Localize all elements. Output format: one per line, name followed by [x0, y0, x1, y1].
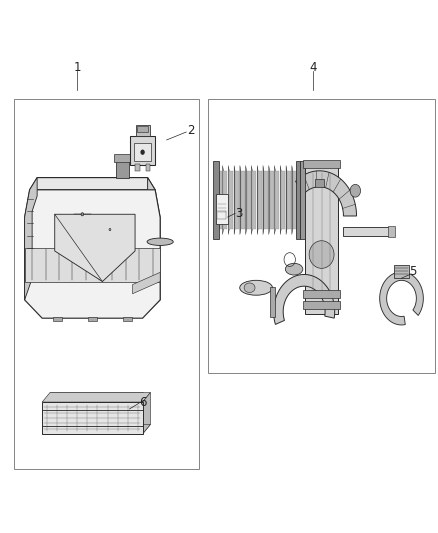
Bar [146, 165, 150, 171]
Polygon shape [287, 171, 291, 229]
Polygon shape [286, 165, 287, 235]
Bar [50, 392, 143, 424]
Bar [53, 317, 62, 321]
Polygon shape [25, 177, 37, 300]
Polygon shape [229, 171, 233, 229]
Polygon shape [270, 171, 274, 229]
Bar [305, 163, 338, 314]
Bar [114, 154, 131, 161]
Polygon shape [228, 165, 229, 235]
Text: 3: 3 [235, 207, 242, 220]
Polygon shape [240, 165, 241, 235]
Bar [296, 161, 300, 239]
Bar [42, 402, 143, 434]
Bar [138, 126, 148, 132]
Polygon shape [269, 165, 270, 235]
Bar [270, 287, 276, 317]
Polygon shape [257, 165, 258, 235]
Bar [88, 317, 97, 321]
Polygon shape [30, 177, 155, 190]
Bar [135, 165, 140, 171]
Bar [123, 317, 132, 321]
Polygon shape [246, 165, 247, 235]
Polygon shape [293, 171, 297, 229]
Polygon shape [218, 171, 222, 229]
Bar [215, 194, 228, 224]
Polygon shape [280, 165, 281, 235]
Polygon shape [275, 165, 276, 235]
Polygon shape [42, 424, 150, 434]
Circle shape [109, 229, 111, 231]
Ellipse shape [309, 241, 334, 268]
Bar [208, 99, 435, 373]
Bar [14, 99, 199, 469]
Bar [394, 265, 410, 278]
Polygon shape [217, 165, 218, 235]
Circle shape [81, 213, 84, 216]
Polygon shape [380, 272, 423, 325]
Polygon shape [143, 392, 150, 434]
Bar [303, 290, 340, 298]
Polygon shape [25, 248, 160, 281]
Polygon shape [264, 171, 268, 229]
Bar [131, 136, 155, 165]
Polygon shape [55, 214, 135, 281]
Text: 1: 1 [73, 61, 81, 74]
Polygon shape [258, 171, 262, 229]
Circle shape [350, 184, 360, 197]
Bar [303, 160, 340, 168]
Polygon shape [223, 171, 227, 229]
Bar [315, 179, 324, 187]
Text: 4: 4 [309, 61, 317, 74]
Polygon shape [251, 165, 252, 235]
Polygon shape [276, 171, 279, 229]
Bar [213, 161, 219, 239]
Polygon shape [148, 177, 160, 312]
Bar [217, 211, 226, 219]
Polygon shape [25, 190, 160, 318]
Polygon shape [263, 165, 264, 235]
Ellipse shape [244, 283, 255, 293]
Text: 2: 2 [187, 124, 194, 138]
Bar [134, 143, 151, 161]
Bar [116, 159, 129, 177]
Polygon shape [292, 165, 293, 235]
Bar [389, 225, 395, 237]
Polygon shape [241, 171, 245, 229]
Circle shape [141, 150, 145, 155]
Text: 5: 5 [410, 265, 417, 278]
Text: 6: 6 [139, 395, 146, 409]
Ellipse shape [147, 238, 173, 246]
Polygon shape [247, 171, 251, 229]
Polygon shape [252, 171, 256, 229]
Bar [136, 125, 150, 136]
Bar [343, 227, 392, 236]
Polygon shape [235, 171, 239, 229]
Polygon shape [296, 171, 357, 216]
Polygon shape [42, 392, 150, 402]
Bar [300, 161, 305, 239]
Polygon shape [133, 272, 160, 294]
Ellipse shape [240, 280, 272, 295]
Polygon shape [234, 165, 235, 235]
Ellipse shape [286, 263, 303, 275]
Polygon shape [274, 274, 335, 325]
Polygon shape [281, 171, 285, 229]
Bar [303, 301, 340, 309]
